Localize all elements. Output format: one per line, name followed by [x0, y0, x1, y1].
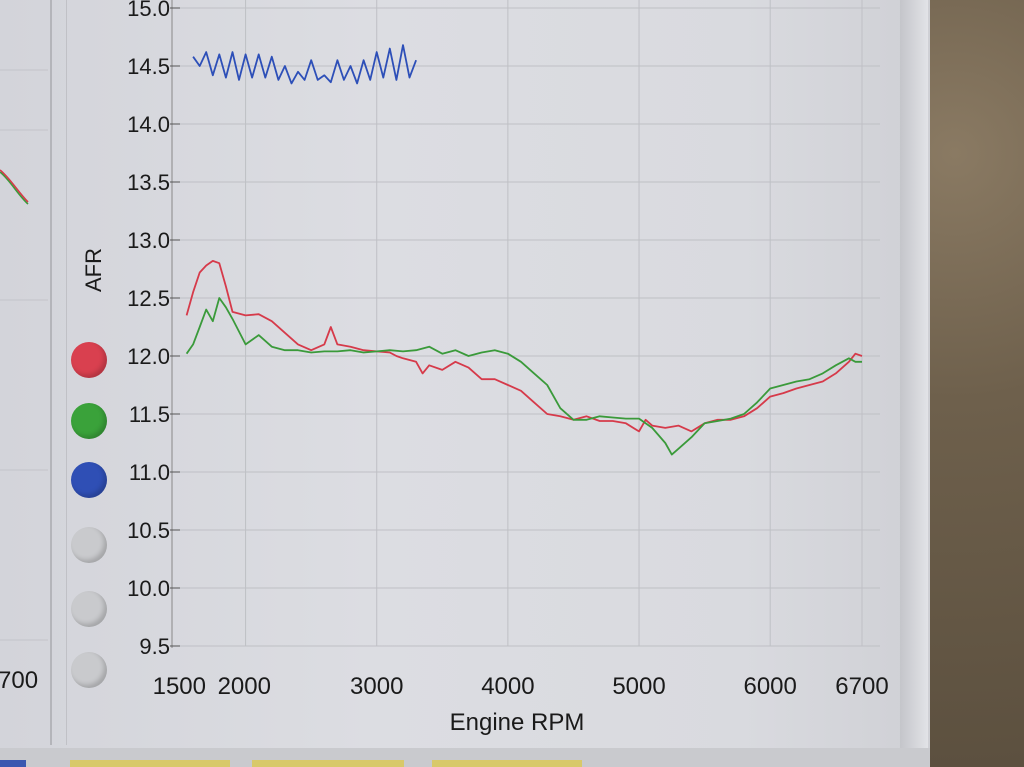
y-tick-label: 13.0 — [127, 228, 170, 253]
toolbar-tab[interactable] — [432, 760, 582, 767]
y-tick-label: 14.5 — [127, 54, 170, 79]
background-carpet — [925, 0, 1024, 767]
series-blue — [192, 44, 417, 85]
legend-dot[interactable] — [71, 403, 107, 439]
y-tick-label: 12.0 — [127, 344, 170, 369]
toolbar-indicator — [0, 760, 26, 767]
y-tick-label: 12.5 — [127, 286, 170, 311]
x-tick-label: 4000 — [481, 673, 534, 700]
x-tick-label: 6000 — [743, 673, 796, 700]
grid — [171, 0, 880, 648]
legend-dot[interactable] — [71, 342, 107, 378]
legend-dot[interactable] — [71, 652, 107, 688]
y-tick-label: 11.5 — [129, 402, 170, 427]
y-tick-label: 10.5 — [127, 518, 170, 543]
series-group — [185, 44, 863, 456]
series-green — [185, 297, 862, 456]
legend-dot[interactable] — [71, 527, 107, 563]
toolbar-tab[interactable] — [70, 760, 230, 767]
series-red — [185, 259, 863, 433]
left-series-green — [0, 171, 29, 205]
x-axis: 1500 2000 3000 4000 5000 6000 6700 — [153, 673, 889, 700]
y-tick-label: 15.0 — [127, 0, 170, 21]
y-axis-label: AFR — [81, 248, 106, 292]
x-tick-label: 1500 — [153, 673, 206, 700]
legend-dot[interactable] — [71, 591, 107, 627]
x-tick-label: 2000 — [218, 673, 271, 700]
bottom-toolbar — [0, 748, 930, 767]
legend-dot[interactable] — [71, 462, 107, 498]
left-series-red — [0, 169, 29, 203]
left-partial-chart: 700 — [0, 0, 52, 745]
toolbar-tab[interactable] — [252, 760, 404, 767]
y-tick-label: 13.5 — [127, 170, 170, 195]
y-tick-label: 10.0 — [127, 576, 170, 601]
panel-edge — [900, 0, 928, 767]
chart-frame — [66, 0, 897, 745]
x-tick-label: 3000 — [350, 673, 403, 700]
y-tick-label: 11.0 — [129, 460, 170, 485]
x-axis-label: Engine RPM — [450, 709, 585, 736]
y-tick-label: 9.5 — [139, 634, 170, 659]
x-tick-label: 5000 — [612, 673, 665, 700]
screen-panel — [0, 0, 930, 767]
left-partial-chart-svg: 700 — [0, 69, 48, 694]
left-tick-label: 700 — [0, 667, 38, 694]
x-tick-label: 6700 — [835, 673, 888, 700]
y-tick-label: 14.0 — [127, 112, 170, 137]
y-axis: 9.5 10.0 10.5 11.0 11.5 12.0 12.5 13.0 13.5 14.0 1… — [127, 0, 180, 659]
